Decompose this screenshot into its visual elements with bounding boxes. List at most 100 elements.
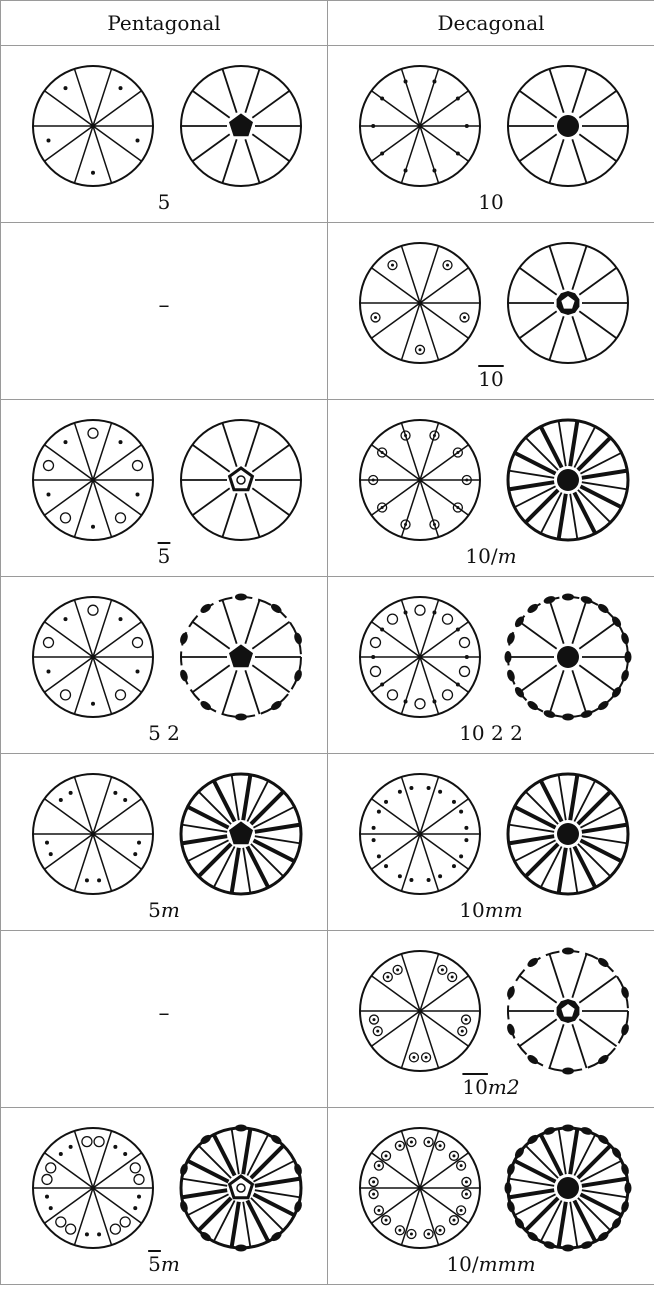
circled-dot-pole-center (432, 523, 436, 527)
dot-pole (84, 878, 89, 883)
label-post: 5 (157, 190, 171, 214)
stereogram-pair (359, 242, 629, 364)
circle-pole (81, 1135, 93, 1148)
dot-pole (438, 874, 443, 879)
sector-line (419, 479, 440, 538)
mirror-line (581, 835, 628, 845)
sector-line (191, 90, 231, 119)
symmetry-elements (180, 419, 302, 541)
point-group-label: 5m (1, 1253, 327, 1275)
two-fold-axis-symbol (562, 947, 574, 955)
sector-line (221, 422, 238, 467)
dot-pole (84, 1232, 89, 1237)
circle-pole (45, 1162, 57, 1174)
mirror-line (580, 1159, 622, 1183)
decagonal-cell: 10 (327, 45, 654, 223)
sector-line (371, 1187, 421, 1224)
two-fold-axis-symbol (200, 701, 212, 711)
circled-dot-pole (460, 1014, 472, 1025)
two-fold-axis-symbol (514, 1217, 524, 1229)
not-applicable-dash: – (158, 293, 170, 318)
mirror-line (242, 847, 252, 894)
dot-pole (432, 79, 437, 84)
sector-line (419, 90, 469, 127)
sector-line (92, 68, 113, 127)
sector-line (92, 125, 142, 162)
pentagonal-cell: 5 (0, 399, 328, 577)
dot-pole (44, 1194, 49, 1199)
mirror-line (573, 1134, 597, 1176)
ten-fold-axis-symbol (557, 115, 579, 137)
group-row: 5 10 (0, 45, 654, 223)
circled-dot-pole-center (464, 1192, 468, 1196)
circle-pole (441, 689, 454, 701)
circle-pole (369, 665, 382, 678)
sector-line (571, 953, 588, 998)
circled-dot-pole-center (418, 348, 422, 352)
dot-pole (426, 785, 431, 790)
two-fold-axis-symbol (504, 651, 512, 663)
sector-line (251, 664, 291, 693)
mirror-line (514, 1193, 556, 1217)
circled-dot-pole-center (409, 1140, 413, 1144)
circle-pole (114, 512, 127, 524)
mirror-line (580, 805, 622, 829)
circled-dot-pole (380, 1150, 392, 1161)
circled-dot-pole-center (452, 1218, 456, 1222)
sector-line (44, 833, 94, 870)
circled-dot-pole-center (424, 1055, 428, 1059)
mirror-line (569, 493, 579, 540)
label-bar: 5 (148, 1252, 161, 1276)
sector-line (44, 798, 94, 835)
circle-pole (59, 689, 72, 701)
mirror-line (211, 1133, 237, 1177)
sector-line (92, 90, 142, 127)
two-fold-axis-symbol (180, 669, 188, 682)
stereographic-projection (32, 419, 154, 541)
sector-line (251, 444, 291, 473)
inner-pentagon (561, 1004, 575, 1017)
circled-dot-pole (368, 1176, 379, 1188)
symmetry-elements (180, 65, 302, 187)
sector-line (571, 245, 588, 290)
circled-dot-pole (429, 430, 440, 441)
mirror-line (568, 420, 580, 467)
two-fold-axis-symbol (562, 1067, 574, 1075)
two-fold-axis-symbol (270, 603, 282, 613)
two-fold-axis-symbol (562, 1124, 574, 1132)
sector-line (244, 670, 261, 715)
sector-line (371, 1010, 421, 1047)
circled-dot-pole (442, 259, 453, 271)
sector-line (578, 1018, 618, 1047)
dot-pole (464, 124, 469, 128)
mirror-line (508, 1177, 555, 1187)
sector-line (44, 1152, 94, 1189)
two-fold-axis-symbol (624, 1182, 632, 1194)
center-point (417, 654, 423, 660)
mirror-line (212, 846, 236, 888)
circle-pole (458, 665, 471, 678)
sector-line (92, 621, 142, 658)
mirror-line (245, 1199, 271, 1243)
pentagonal-cell: – (0, 222, 328, 400)
sector-line (518, 975, 558, 1004)
circled-dot-pole (459, 312, 470, 323)
sector-line (419, 975, 469, 1012)
decagonal-cell: 10/mmm (327, 1107, 654, 1285)
mirror-line (229, 1201, 241, 1248)
sector-line (548, 245, 565, 290)
circled-dot-pole-center (450, 975, 454, 979)
sector-line (419, 833, 469, 870)
sector-line (400, 833, 421, 892)
mirror-line (250, 843, 285, 878)
mirror-line (576, 1144, 612, 1180)
mirror-line (230, 774, 240, 821)
dot-pole (438, 789, 443, 794)
dot-pole (118, 617, 123, 622)
circled-dot-pole-center (460, 1029, 464, 1033)
sector-line (244, 139, 261, 184)
sector-line (92, 422, 113, 481)
stereogram-pair (32, 772, 303, 896)
sector-line (92, 444, 142, 481)
mirror-line (252, 1192, 296, 1218)
